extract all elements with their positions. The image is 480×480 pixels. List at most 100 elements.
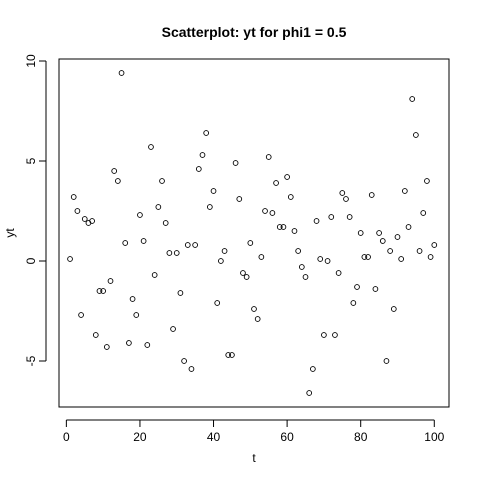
x-tick-label: 60 <box>280 430 294 444</box>
data-point <box>398 256 405 262</box>
data-point <box>126 340 132 346</box>
data-point <box>199 152 206 158</box>
data-point <box>343 196 349 202</box>
data-point <box>214 300 221 306</box>
data-point <box>218 258 224 264</box>
data-point <box>365 254 371 260</box>
data-point <box>317 256 324 262</box>
x-tick-label: 80 <box>354 430 368 444</box>
data-point <box>225 352 232 358</box>
data-point <box>162 220 169 226</box>
data-point <box>379 238 386 244</box>
data-point <box>276 224 283 230</box>
data-point <box>129 296 136 302</box>
data-point <box>247 240 254 246</box>
data-point <box>324 258 331 264</box>
data-point <box>203 130 210 136</box>
data-point <box>390 306 397 312</box>
x-axis: 0 20 40 60 80 100 <box>63 419 445 444</box>
y-axis: -5 0 5 10 <box>24 54 47 366</box>
data-point <box>96 288 103 294</box>
data-point <box>258 254 265 260</box>
data-point <box>273 180 279 186</box>
data-point <box>313 218 320 224</box>
data-point <box>394 234 401 240</box>
data-point <box>401 188 408 194</box>
data-point <box>236 196 243 202</box>
data-point <box>133 312 140 318</box>
data-point <box>144 342 151 348</box>
data-point <box>140 238 147 244</box>
data-point <box>298 264 305 270</box>
data-points <box>67 70 438 396</box>
data-point <box>427 254 434 260</box>
data-point <box>383 358 390 364</box>
data-point <box>424 178 430 184</box>
data-point <box>166 250 173 256</box>
data-point <box>420 210 427 216</box>
y-tick-label: 10 <box>24 54 38 68</box>
data-point <box>70 194 77 200</box>
data-point <box>262 208 268 214</box>
data-point <box>81 216 88 222</box>
data-point <box>284 174 290 180</box>
data-point <box>159 178 165 184</box>
data-point <box>240 270 246 276</box>
data-point <box>243 274 250 280</box>
x-axis-label: t <box>252 451 256 465</box>
data-point <box>302 274 309 280</box>
y-tick-label: -5 <box>24 355 38 366</box>
data-point <box>387 248 393 254</box>
data-point <box>416 248 423 254</box>
data-point <box>361 254 368 260</box>
data-point <box>192 242 198 248</box>
data-point <box>376 230 382 236</box>
data-point <box>184 242 191 248</box>
data-point <box>195 166 202 172</box>
data-point <box>335 270 342 276</box>
data-point <box>354 284 360 290</box>
data-point <box>78 312 84 318</box>
data-point <box>151 272 158 278</box>
plot-frame <box>58 58 450 408</box>
data-point <box>310 366 316 372</box>
data-point <box>368 192 375 198</box>
data-point <box>118 70 125 76</box>
data-point <box>295 248 302 254</box>
data-point <box>221 248 228 254</box>
y-axis-label: yt <box>3 228 17 238</box>
data-point <box>115 178 121 184</box>
data-point <box>210 188 217 194</box>
data-point <box>122 240 129 246</box>
data-point <box>173 250 180 256</box>
data-point <box>321 332 327 338</box>
data-point <box>251 306 257 312</box>
data-point <box>280 224 287 230</box>
data-point <box>409 96 416 102</box>
y-tick-label: 5 <box>24 157 38 164</box>
data-point <box>328 214 335 220</box>
x-tick-label: 100 <box>424 430 444 444</box>
data-point <box>137 212 143 218</box>
data-point <box>100 288 107 294</box>
data-point <box>177 290 184 296</box>
data-point <box>74 208 81 214</box>
data-point <box>265 154 272 160</box>
data-point <box>291 228 298 234</box>
data-point <box>111 168 118 174</box>
data-point <box>339 190 346 196</box>
x-tick-label: 40 <box>207 430 221 444</box>
data-point <box>107 278 114 284</box>
data-point <box>350 300 357 306</box>
data-point <box>269 210 276 216</box>
data-point <box>188 366 195 372</box>
data-point <box>357 230 364 236</box>
data-point <box>431 242 438 248</box>
data-point <box>89 218 95 224</box>
chart-title: Scatterplot: yt for phi1 = 0.5 <box>162 24 347 40</box>
data-point <box>103 344 110 350</box>
data-point <box>306 390 313 396</box>
data-point <box>346 214 353 220</box>
data-point <box>254 316 261 322</box>
